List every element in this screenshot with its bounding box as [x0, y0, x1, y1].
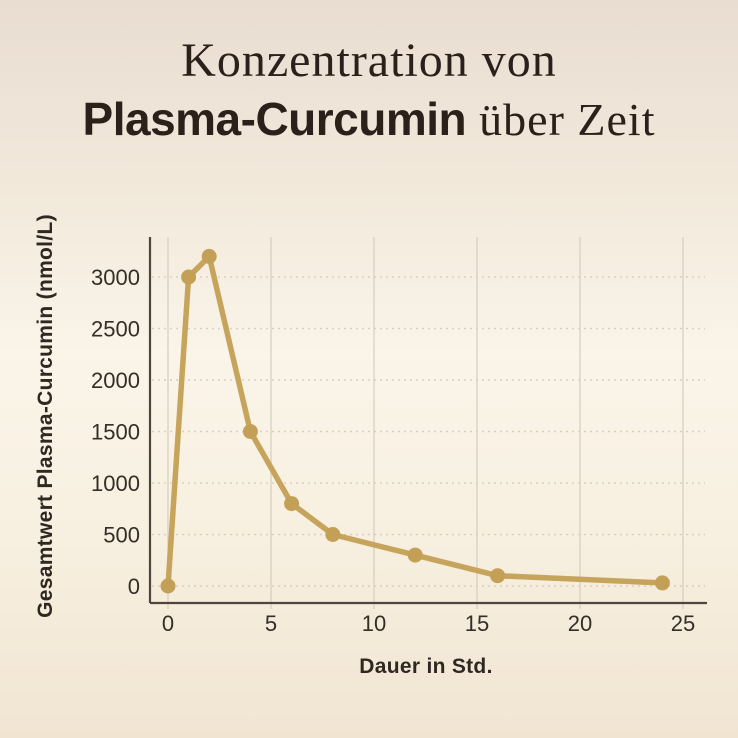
x-tick-label: 15: [465, 611, 489, 636]
x-axis-label: Dauer in Std.: [359, 655, 492, 678]
y-tick-label: 0: [128, 574, 140, 599]
data-point: [407, 547, 423, 563]
data-point: [160, 578, 176, 594]
x-tick-label: 5: [265, 611, 277, 636]
data-point: [654, 575, 670, 591]
horizontal-gridlines: [152, 276, 705, 587]
x-tick-label: 25: [671, 611, 695, 636]
title-line-2: Plasma-Curcumin über Zeit: [0, 95, 738, 144]
series-line: [165, 253, 666, 589]
y-tick-label: 500: [103, 523, 140, 548]
data-point: [490, 568, 506, 584]
x-tick-label: 20: [568, 611, 592, 636]
y-axis-label: Gesamtwert Plasma-Curcumin (nmol/L): [34, 214, 57, 618]
y-tick-label: 2000: [91, 368, 140, 393]
chart-title: Konzentration von Plasma-Curcumin über Ze…: [0, 34, 738, 145]
y-tick-label: 2500: [91, 317, 140, 342]
title-keyword: Plasma-Curcumin: [82, 93, 467, 146]
data-point: [201, 248, 217, 264]
x-axis-tick-labels: 0 5 10 15 20 25: [162, 611, 695, 636]
data-series: [160, 248, 670, 594]
vertical-gridlines: [167, 237, 684, 609]
title-line-2-rest: über Zeit: [479, 94, 656, 146]
data-point: [325, 527, 341, 542]
y-tick-label: 3000: [91, 265, 140, 290]
x-tick-label: 10: [362, 611, 386, 636]
y-axis-tick-labels: 0 500 1000 1500 2000 2500 3000: [91, 265, 140, 599]
data-point: [284, 496, 300, 512]
y-tick-label: 1000: [91, 471, 140, 496]
y-tick-label: 1500: [91, 420, 140, 445]
axes: [148, 237, 707, 605]
data-point: [181, 269, 197, 285]
x-tick-label: 0: [162, 611, 174, 636]
title-line-1: Konzentration von: [181, 34, 557, 87]
data-point: [242, 424, 258, 439]
